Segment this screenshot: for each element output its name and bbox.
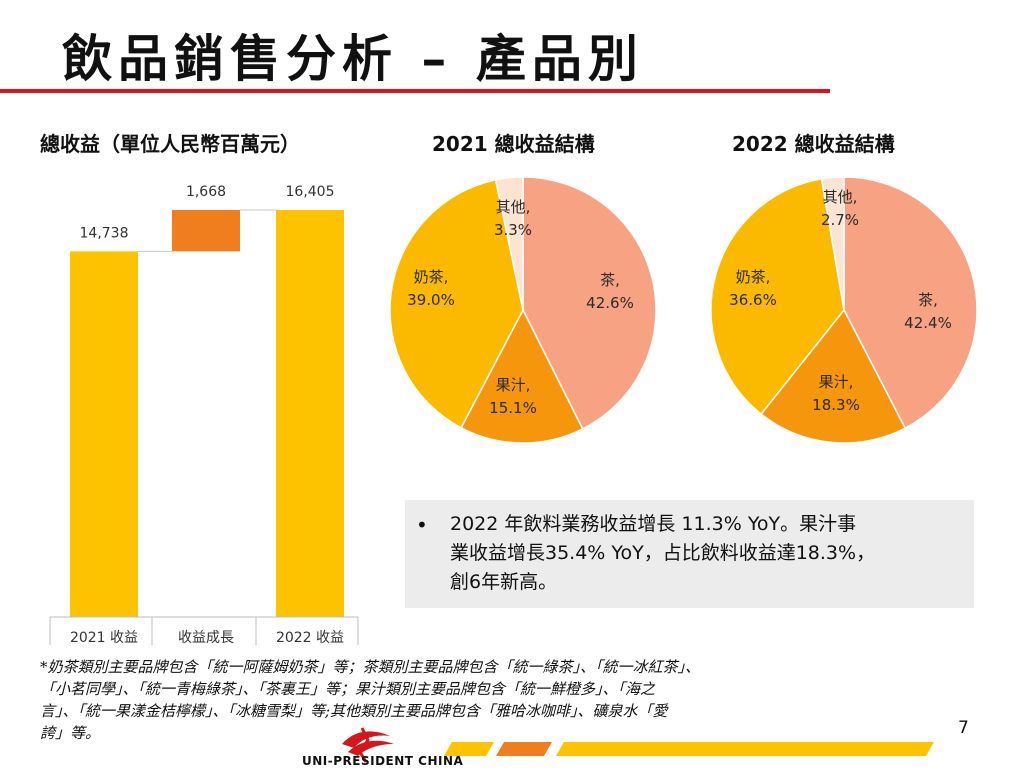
footer-stripe-long [555, 742, 935, 756]
pie-2022-slice-others [820, 176, 845, 311]
bar-value-label: 16,405 [286, 184, 335, 200]
footnote: *奶茶類別主要品牌包含「統一阿薩姆奶茶」等；茶類別主要品牌包含「統一綠茶」、「統… [40, 656, 975, 744]
highlight-line: 2022 年飲料業務收益增長 11.3% YoY。果汁事 [450, 513, 857, 535]
pie-2021-slice-juice [460, 308, 584, 444]
pie-2021-label-name: 奶茶, [414, 268, 449, 286]
footnote-line: *奶茶類別主要品牌包含「統一阿薩姆奶茶」等；茶類別主要品牌包含「統一綠茶」、「統… [40, 658, 701, 676]
pie-2021-label-value: 3.3% [494, 221, 532, 239]
pie-2022-label-value: 2.7% [821, 211, 859, 229]
pie-2021-slice-tea [522, 176, 657, 430]
pie-2022-label-name: 其他, [823, 188, 858, 206]
pie-2022-title: 2022 總收益結構 [732, 132, 895, 156]
footnote-line: 言」、「統一果漾金桔檸檬」、「冰糖雪梨」等;其他類別主要品牌包含「雅哈冰咖啡」、… [40, 702, 668, 720]
pie-2021-label-name: 其他, [496, 198, 531, 216]
footnote-line: 「小茗同學」、「統一青梅綠茶」、「茶裏王」等；果汁類別主要品牌包含「統一鮮橙多」… [40, 680, 656, 698]
pie-2021-label-value: 42.6% [586, 294, 634, 312]
pie-2021-label-name: 茶, [600, 271, 620, 289]
footer-stripe-orange [495, 742, 553, 756]
bar-value-label: 14,738 [80, 225, 129, 241]
pie-2022-label-name: 奶茶, [736, 268, 771, 286]
bar-value-label: 1,668 [186, 184, 226, 200]
bar-2022-revenue [276, 210, 344, 617]
pie-2022-slice-tea [843, 176, 978, 430]
bar-chart-title: 總收益（單位人民幣百萬元） [40, 132, 300, 156]
bar-category-label: 收益成長 [178, 630, 234, 646]
bar-revenue-growth [172, 210, 240, 252]
pie-2022-label-name: 茶, [918, 291, 938, 309]
pie-2022-slice-juice [760, 308, 907, 444]
highlight-line: 業收益增長35.4% YoY，占比飲料收益達18.3%， [450, 542, 876, 564]
bullet-point-icon: • [416, 513, 428, 537]
bar-category-label: 2022 收益 [276, 630, 344, 646]
highlight-box [405, 500, 974, 608]
pie-2021-slice-others [494, 176, 524, 311]
logo-text: UNI-PRESIDENT CHINA [302, 754, 464, 768]
pie-2022-label-value: 18.3% [812, 396, 860, 414]
pie-2021-label-value: 15.1% [489, 399, 537, 417]
page-number: 7 [958, 718, 969, 738]
pie-2021-label-name: 果汁, [496, 376, 531, 394]
pie-2022-label-value: 36.6% [729, 291, 777, 309]
pie-2021-label-value: 39.0% [407, 291, 455, 309]
footer-stripe-yellow [443, 742, 495, 756]
uni-president-logo-icon [342, 727, 394, 763]
pie-2021-slice-milk-tea [389, 178, 524, 429]
pie-2022-label-name: 果汁, [819, 373, 854, 391]
pie-2022-label-value: 42.4% [904, 314, 952, 332]
page-title: 飲品銷售分析 – 產品別 [62, 29, 644, 88]
footnote-line: 誇」等。 [40, 724, 101, 742]
pie-2022-slice-milk-tea [710, 178, 845, 416]
bar-2021-revenue [70, 251, 138, 617]
highlight-line: 創6年新高。 [450, 571, 558, 593]
bar-category-label: 2021 收益 [70, 630, 138, 646]
highlight-text: 2022 年飲料業務收益增長 11.3% YoY。果汁事 業收益增長35.4% … [450, 510, 970, 597]
title-underline [0, 89, 830, 93]
pie-2021-title: 2021 總收益結構 [432, 132, 595, 156]
